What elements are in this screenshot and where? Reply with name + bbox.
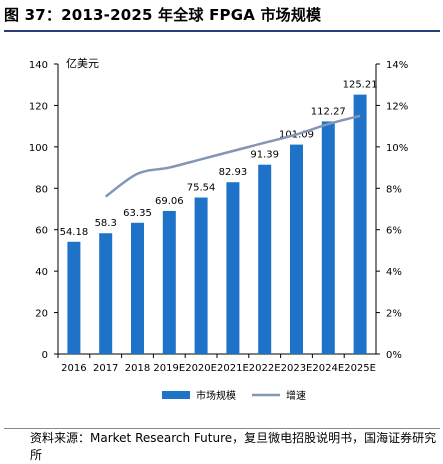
- left-tick-label: 40: [35, 267, 48, 278]
- right-tick-label: 10%: [386, 143, 408, 154]
- x-tick-label: 2024E: [312, 363, 344, 374]
- growth-line: [104, 114, 361, 198]
- bar-value-label: 82.93: [219, 167, 248, 178]
- bar: [321, 121, 335, 355]
- right-tick-label: 14%: [386, 60, 408, 71]
- right-tick-label: 0%: [386, 350, 402, 361]
- right-tick-label: 12%: [386, 101, 408, 112]
- left-tick-label: 60: [35, 226, 48, 237]
- x-tick-label: 2022E: [249, 363, 281, 374]
- x-tick-label: 2021E: [217, 363, 249, 374]
- bar: [194, 197, 208, 354]
- bar-value-label: 63.35: [123, 208, 152, 219]
- bar-value-label: 75.54: [187, 183, 216, 194]
- left-tick-label: 120: [29, 101, 48, 112]
- chart-axes: 0 20 40 60 80 100 120 140 0% 2% 4% 6% 8% 10% 12% 14% 亿美元…: [29, 57, 408, 374]
- right-tick-label: 6%: [386, 226, 402, 237]
- x-tick-label: 2023E: [281, 363, 313, 374]
- bar: [290, 144, 303, 354]
- right-tick-label: 8%: [386, 184, 402, 195]
- bottom-divider: [4, 428, 440, 429]
- x-tick-label: 2018: [125, 363, 150, 374]
- title-divider: [4, 30, 440, 32]
- bar: [353, 94, 367, 355]
- bar: [131, 222, 144, 354]
- x-tick-label: 2019E: [153, 363, 185, 374]
- growth-line-series: [104, 114, 361, 198]
- x-tick-label: 2016: [61, 363, 86, 374]
- bar: [226, 182, 240, 354]
- x-tick-label: 2020E: [185, 363, 217, 374]
- legend-bar-label: 市场规模: [196, 389, 236, 402]
- left-tick-label: 20: [35, 309, 48, 320]
- bar: [258, 164, 272, 354]
- bar-series: [67, 94, 367, 355]
- figure-title: 图 37：2013-2025 年全球 FPGA 市场规模: [4, 6, 322, 24]
- left-tick-label: 140: [29, 60, 48, 71]
- bar: [99, 233, 113, 354]
- left-tick-label: 0: [42, 350, 48, 361]
- y-left-unit-label: 亿美元: [66, 57, 99, 70]
- x-tick-label: 2025E: [344, 363, 376, 374]
- bar-value-label: 58.3: [95, 218, 117, 229]
- bar-value-label: 112.27: [311, 106, 346, 117]
- legend-line-label: 增速: [286, 389, 306, 402]
- bar-value-label: 125.21: [343, 80, 378, 91]
- market-size-chart: 0 20 40 60 80 100 120 140 0% 2% 4% 6% 8% 10% 12% 14% 亿美元…: [29, 57, 408, 402]
- bar: [67, 241, 81, 354]
- bar-value-label: 69.06: [155, 196, 184, 207]
- left-tick-label: 80: [35, 184, 48, 195]
- x-tick-label: 2017: [93, 363, 118, 374]
- legend-bar-swatch: [162, 391, 190, 399]
- chart-legend: 市场规模 增速: [162, 389, 306, 402]
- right-tick-label: 4%: [386, 267, 402, 278]
- right-tick-label: 2%: [386, 309, 402, 320]
- bar-value-label: 91.39: [250, 150, 279, 161]
- source-note: 资料来源：Market Research Future，复旦微电招股说明书，国海…: [30, 431, 437, 462]
- left-tick-label: 100: [29, 143, 48, 154]
- bar-value-label: 54.18: [60, 227, 89, 238]
- bar: [162, 210, 176, 354]
